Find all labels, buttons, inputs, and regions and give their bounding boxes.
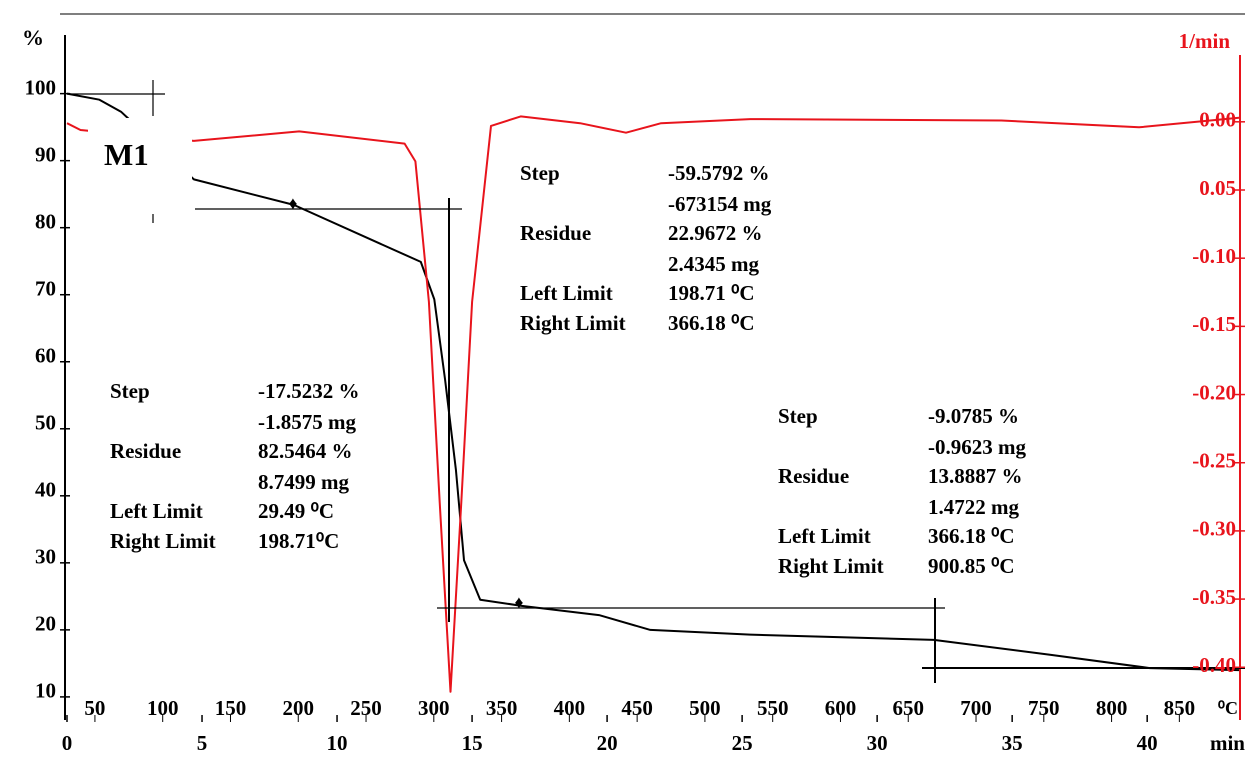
y2-tick-label: 0.00 bbox=[1199, 108, 1236, 132]
annotation-value: -17.5232 % bbox=[258, 379, 360, 403]
annotation-value: 2.4345 mg bbox=[668, 252, 759, 276]
annotation-value: 900.85 ⁰C bbox=[928, 554, 1015, 578]
x-tick-label: 35 bbox=[1002, 731, 1023, 755]
annotation-key: Left Limit bbox=[520, 281, 613, 305]
x2-tick-label: 150 bbox=[215, 696, 247, 720]
x2-tick-label: 850 bbox=[1164, 696, 1196, 720]
y-tick-label: 100 bbox=[25, 75, 57, 99]
annotation-key: Step bbox=[520, 161, 560, 185]
svg-text:♦: ♦ bbox=[289, 197, 296, 212]
annotation-value: 198.71 ⁰C bbox=[668, 281, 755, 305]
annotation-key: Left Limit bbox=[110, 499, 203, 523]
annotation-key: Left Limit bbox=[778, 524, 871, 548]
annotation-value: 29.49 ⁰C bbox=[258, 499, 334, 523]
y2-tick-label: -0.40 bbox=[1192, 653, 1236, 677]
annotation-value: 82.5464 % bbox=[258, 439, 353, 463]
x-tick-label: 5 bbox=[197, 731, 208, 755]
x2-tick-label: 350 bbox=[486, 696, 518, 720]
step-lines: ♦ ♦ bbox=[67, 80, 1245, 683]
x2-tick-label: 100 bbox=[147, 696, 179, 720]
annotation-key: Residue bbox=[110, 439, 181, 463]
y-tick-label: 90 bbox=[35, 142, 56, 166]
annotation-key: Step bbox=[110, 379, 150, 403]
x-tick-label: 20 bbox=[597, 731, 618, 755]
annotation-value: 198.71⁰C bbox=[258, 529, 339, 553]
x2-tick-label: 550 bbox=[757, 696, 789, 720]
x2-tick-label: 750 bbox=[1028, 696, 1060, 720]
annotation-key: Step bbox=[778, 404, 818, 428]
annotation-value: 1.4722 mg bbox=[928, 495, 1019, 519]
y2-axis-label: 1/min bbox=[1179, 29, 1231, 53]
marker-label: M1 bbox=[104, 137, 149, 172]
annotation-key: Right Limit bbox=[778, 554, 884, 578]
y2-tick-label: -0.35 bbox=[1192, 585, 1236, 609]
y-tick-label: 60 bbox=[35, 344, 56, 368]
x2-tick-label: 400 bbox=[554, 696, 586, 720]
annotation-key: Residue bbox=[778, 464, 849, 488]
annotation-value: 366.18 ⁰C bbox=[928, 524, 1015, 548]
y2-tick-label: 0.05 bbox=[1199, 176, 1236, 200]
annotation-value: 13.8887 % bbox=[928, 464, 1023, 488]
x-tick-label: 40 bbox=[1137, 731, 1158, 755]
x2-tick-label: 500 bbox=[689, 696, 721, 720]
x2-tick-label: 200 bbox=[283, 696, 315, 720]
annotation-key: Right Limit bbox=[520, 311, 626, 335]
x2-tick-label: 300 bbox=[418, 696, 450, 720]
x2-tick-label: 800 bbox=[1096, 696, 1128, 720]
x2-tick-label: 50 bbox=[84, 696, 105, 720]
y-tick-label: 80 bbox=[35, 209, 56, 233]
y-tick-label: 40 bbox=[35, 478, 56, 502]
x2-axis-label: ⁰C bbox=[1218, 698, 1238, 718]
x-axis-label: min bbox=[1210, 731, 1245, 755]
y2-tick-label: -0.10 bbox=[1192, 244, 1236, 268]
y-tick-label: 70 bbox=[35, 277, 56, 301]
y2-tick-label: -0.15 bbox=[1192, 312, 1236, 336]
x2-tick-label: 600 bbox=[825, 696, 857, 720]
y-tick-label: 50 bbox=[35, 411, 56, 435]
x-tick-label: 30 bbox=[867, 731, 888, 755]
label-box bbox=[88, 118, 192, 210]
y-axis-label: % bbox=[22, 25, 44, 50]
x-tick-label: 25 bbox=[732, 731, 753, 755]
annotation-key: Right Limit bbox=[110, 529, 216, 553]
x2-tick-label: 450 bbox=[621, 696, 653, 720]
annotation-value: -0.9623 mg bbox=[928, 435, 1026, 459]
x-tick-label: 15 bbox=[462, 731, 483, 755]
y2-tick-label: -0.20 bbox=[1192, 380, 1236, 404]
y-tick-label: 20 bbox=[35, 612, 56, 636]
y-tick-label: 10 bbox=[35, 679, 56, 703]
annotation-key: Residue bbox=[520, 221, 591, 245]
y2-tick-label: -0.25 bbox=[1192, 449, 1236, 473]
series-line bbox=[66, 92, 1240, 672]
y-tick-label: 30 bbox=[35, 545, 56, 569]
y2-tick-label: -0.30 bbox=[1192, 517, 1236, 541]
svg-text:♦: ♦ bbox=[515, 596, 522, 611]
x-tick-label: 0 bbox=[62, 731, 73, 755]
annotation-value: -59.5792 % bbox=[668, 161, 770, 185]
series-line bbox=[66, 115, 1240, 693]
x-tick-label: 10 bbox=[327, 731, 348, 755]
annotation-value: -1.8575 mg bbox=[258, 410, 356, 434]
x2-tick-label: 700 bbox=[960, 696, 992, 720]
plot bbox=[66, 92, 1240, 693]
annotation-value: 22.9672 % bbox=[668, 221, 763, 245]
annotation-value: -673154 mg bbox=[668, 192, 772, 216]
annotation-value: -9.0785 % bbox=[928, 404, 1019, 428]
x2-tick-label: 650 bbox=[892, 696, 924, 720]
annotation-value: 8.7499 mg bbox=[258, 470, 349, 494]
x2-tick-label: 250 bbox=[350, 696, 382, 720]
annotation-value: 366.18 ⁰C bbox=[668, 311, 755, 335]
